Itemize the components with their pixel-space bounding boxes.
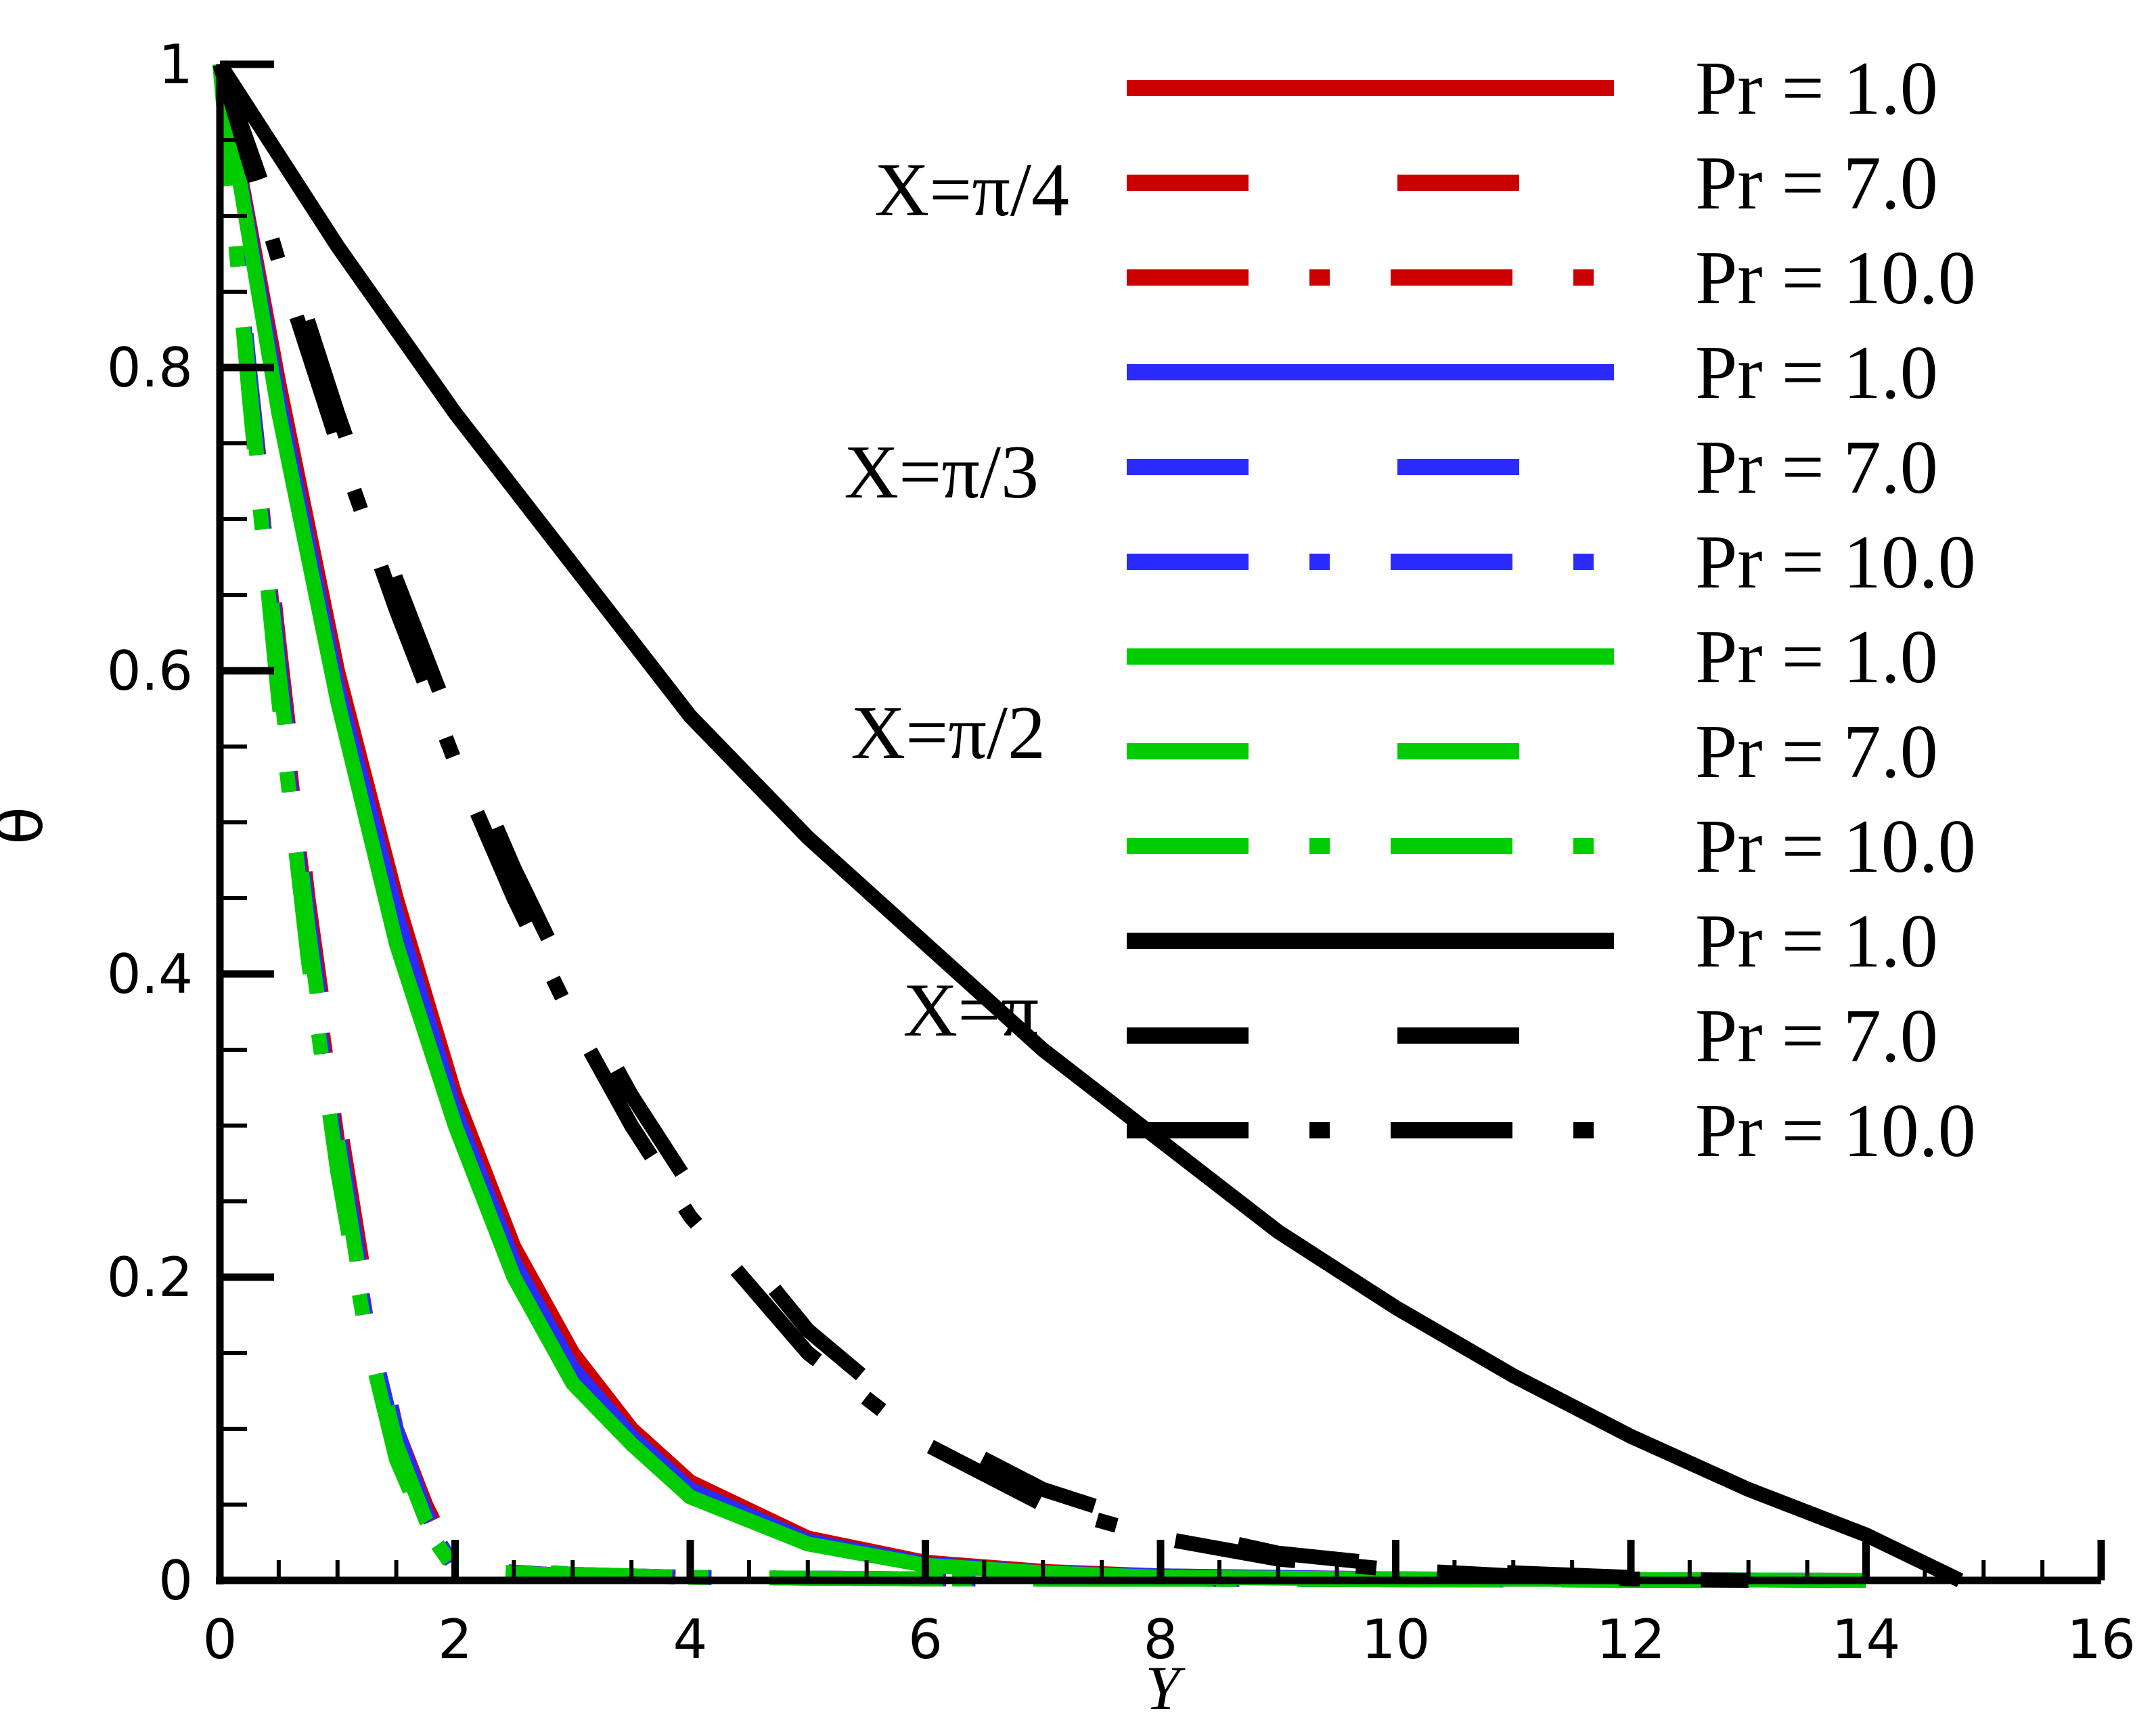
series-line-11 xyxy=(212,62,1749,1588)
legend-label: Pr = 7.0 xyxy=(1695,710,1938,794)
x-tick-label: 6 xyxy=(908,1608,943,1671)
y-axis-title: θ xyxy=(0,807,57,845)
series-line-3 xyxy=(212,63,1749,1588)
series-line-2 xyxy=(212,63,1749,1588)
y-tick-label: 0.6 xyxy=(107,640,193,703)
legend-label: Pr = 7.0 xyxy=(1695,994,1938,1078)
x-tick-label: 2 xyxy=(438,1608,472,1671)
x-tick-label: 0 xyxy=(203,1608,238,1671)
group-label: X=π/3 xyxy=(844,430,1039,514)
x-tick-label: 12 xyxy=(1596,1608,1665,1671)
legend-label: Pr = 10.0 xyxy=(1695,520,1976,604)
y-tick-label: 1 xyxy=(158,33,193,96)
legend: Pr = 1.0 Pr = 7.0 Pr = 10.0 Pr = 1.0 Pr = 7.… xyxy=(1127,47,1976,1173)
x-tick-label: 4 xyxy=(673,1608,708,1671)
x-tick-label: 10 xyxy=(1362,1608,1431,1671)
legend-label: Pr = 7.0 xyxy=(1695,141,1938,225)
series-line-10 xyxy=(213,60,1964,1587)
x-tick-label: 8 xyxy=(1144,1608,1178,1671)
x-tick-label: 16 xyxy=(2067,1608,2136,1671)
group-labels: X=π/4 X=π/3 X=π/2 X=π xyxy=(844,148,1069,1052)
legend-label: Pr = 1.0 xyxy=(1695,900,1938,983)
y-tick-label: 0.2 xyxy=(107,1246,193,1309)
legend-label: Pr = 10.0 xyxy=(1695,805,1976,889)
legend-label: Pr = 10.0 xyxy=(1695,236,1976,320)
series-line-12 xyxy=(212,62,1749,1588)
series-line-8 xyxy=(212,63,1749,1588)
series-line-1 xyxy=(212,63,1866,1588)
y-tick-label: 0.8 xyxy=(107,336,193,399)
series-line-5 xyxy=(212,63,1749,1588)
x-axis-title: Y xyxy=(1145,1653,1186,1723)
series-line-6 xyxy=(212,63,1749,1588)
x-tick-label: 14 xyxy=(1832,1608,1901,1671)
legend-label: Pr = 1.0 xyxy=(1695,47,1938,131)
group-label: X=π/4 xyxy=(874,148,1069,232)
y-tick-label: 0 xyxy=(158,1549,193,1612)
legend-label: Pr = 7.0 xyxy=(1695,426,1938,510)
series-line-7 xyxy=(212,63,1866,1588)
series-line-9 xyxy=(212,64,1749,1588)
ticks: 0 2 4 6 8 10 12 14 16 0 0.2 0.4 0.6 0.8 1 xyxy=(107,33,2136,1671)
series-line-4 xyxy=(212,63,1866,1588)
group-label: X=π xyxy=(903,969,1039,1052)
series-lines xyxy=(212,60,1964,1588)
legend-label: Pr = 1.0 xyxy=(1695,331,1938,415)
group-label: X=π/2 xyxy=(851,691,1046,775)
legend-label: Pr = 1.0 xyxy=(1695,615,1938,699)
y-tick-label: 0.4 xyxy=(107,943,193,1006)
legend-label: Pr = 10.0 xyxy=(1695,1089,1976,1173)
